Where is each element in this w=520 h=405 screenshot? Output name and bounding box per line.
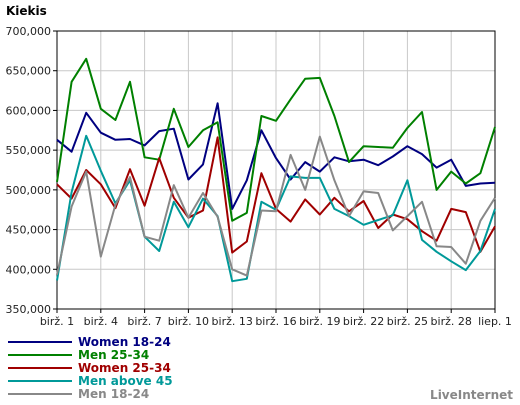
series-line [56,57,496,222]
x-tick-label: birž. 19 [299,315,340,328]
x-tick-label: birž. 16 [255,315,296,328]
y-tick-label: 400,000 [6,263,52,276]
series-line [56,102,496,210]
y-tick-label: 350,000 [6,303,52,316]
y-tick-label: 450,000 [6,224,52,237]
x-tick-label: liep. 1 [478,315,512,328]
grid [56,30,496,310]
x-tick-label: birž. 1 [40,315,74,328]
x-axis: birž. 1 birž. 4 birž. 7 birž. 10 birž. 13 bir… [40,309,512,328]
legend-label: Men 18-24 [78,387,149,401]
series-line [56,135,496,277]
y-tick-label: 650,000 [6,65,52,78]
x-tick-label: birž. 10 [168,315,209,328]
y-axis-title: Kiekis [6,4,47,18]
x-tick-label: birž. 13 [212,315,253,328]
x-tick-label: birž. 4 [84,315,118,328]
x-tick-label: birž. 28 [431,315,472,328]
legend-label: Men above 45 [78,374,173,388]
y-tick-label: 550,000 [6,144,52,157]
brand-label: LiveInternet [430,388,513,402]
y-tick-label: 500,000 [6,184,52,197]
y-axis: 350,000 400,000 450,000 500,000 550,000 600,0… [6,25,57,316]
y-tick-label: 600,000 [6,104,52,117]
series-lines [56,57,496,283]
x-tick-label: birž. 25 [387,315,428,328]
legend-label: Women 18-24 [78,335,171,349]
y-tick-label: 700,000 [6,25,52,38]
x-tick-label: birž. 7 [127,315,161,328]
legend-label: Men 25-34 [78,348,149,362]
x-tick-label: birž. 22 [343,315,384,328]
legend-label: Women 25-34 [78,361,171,375]
